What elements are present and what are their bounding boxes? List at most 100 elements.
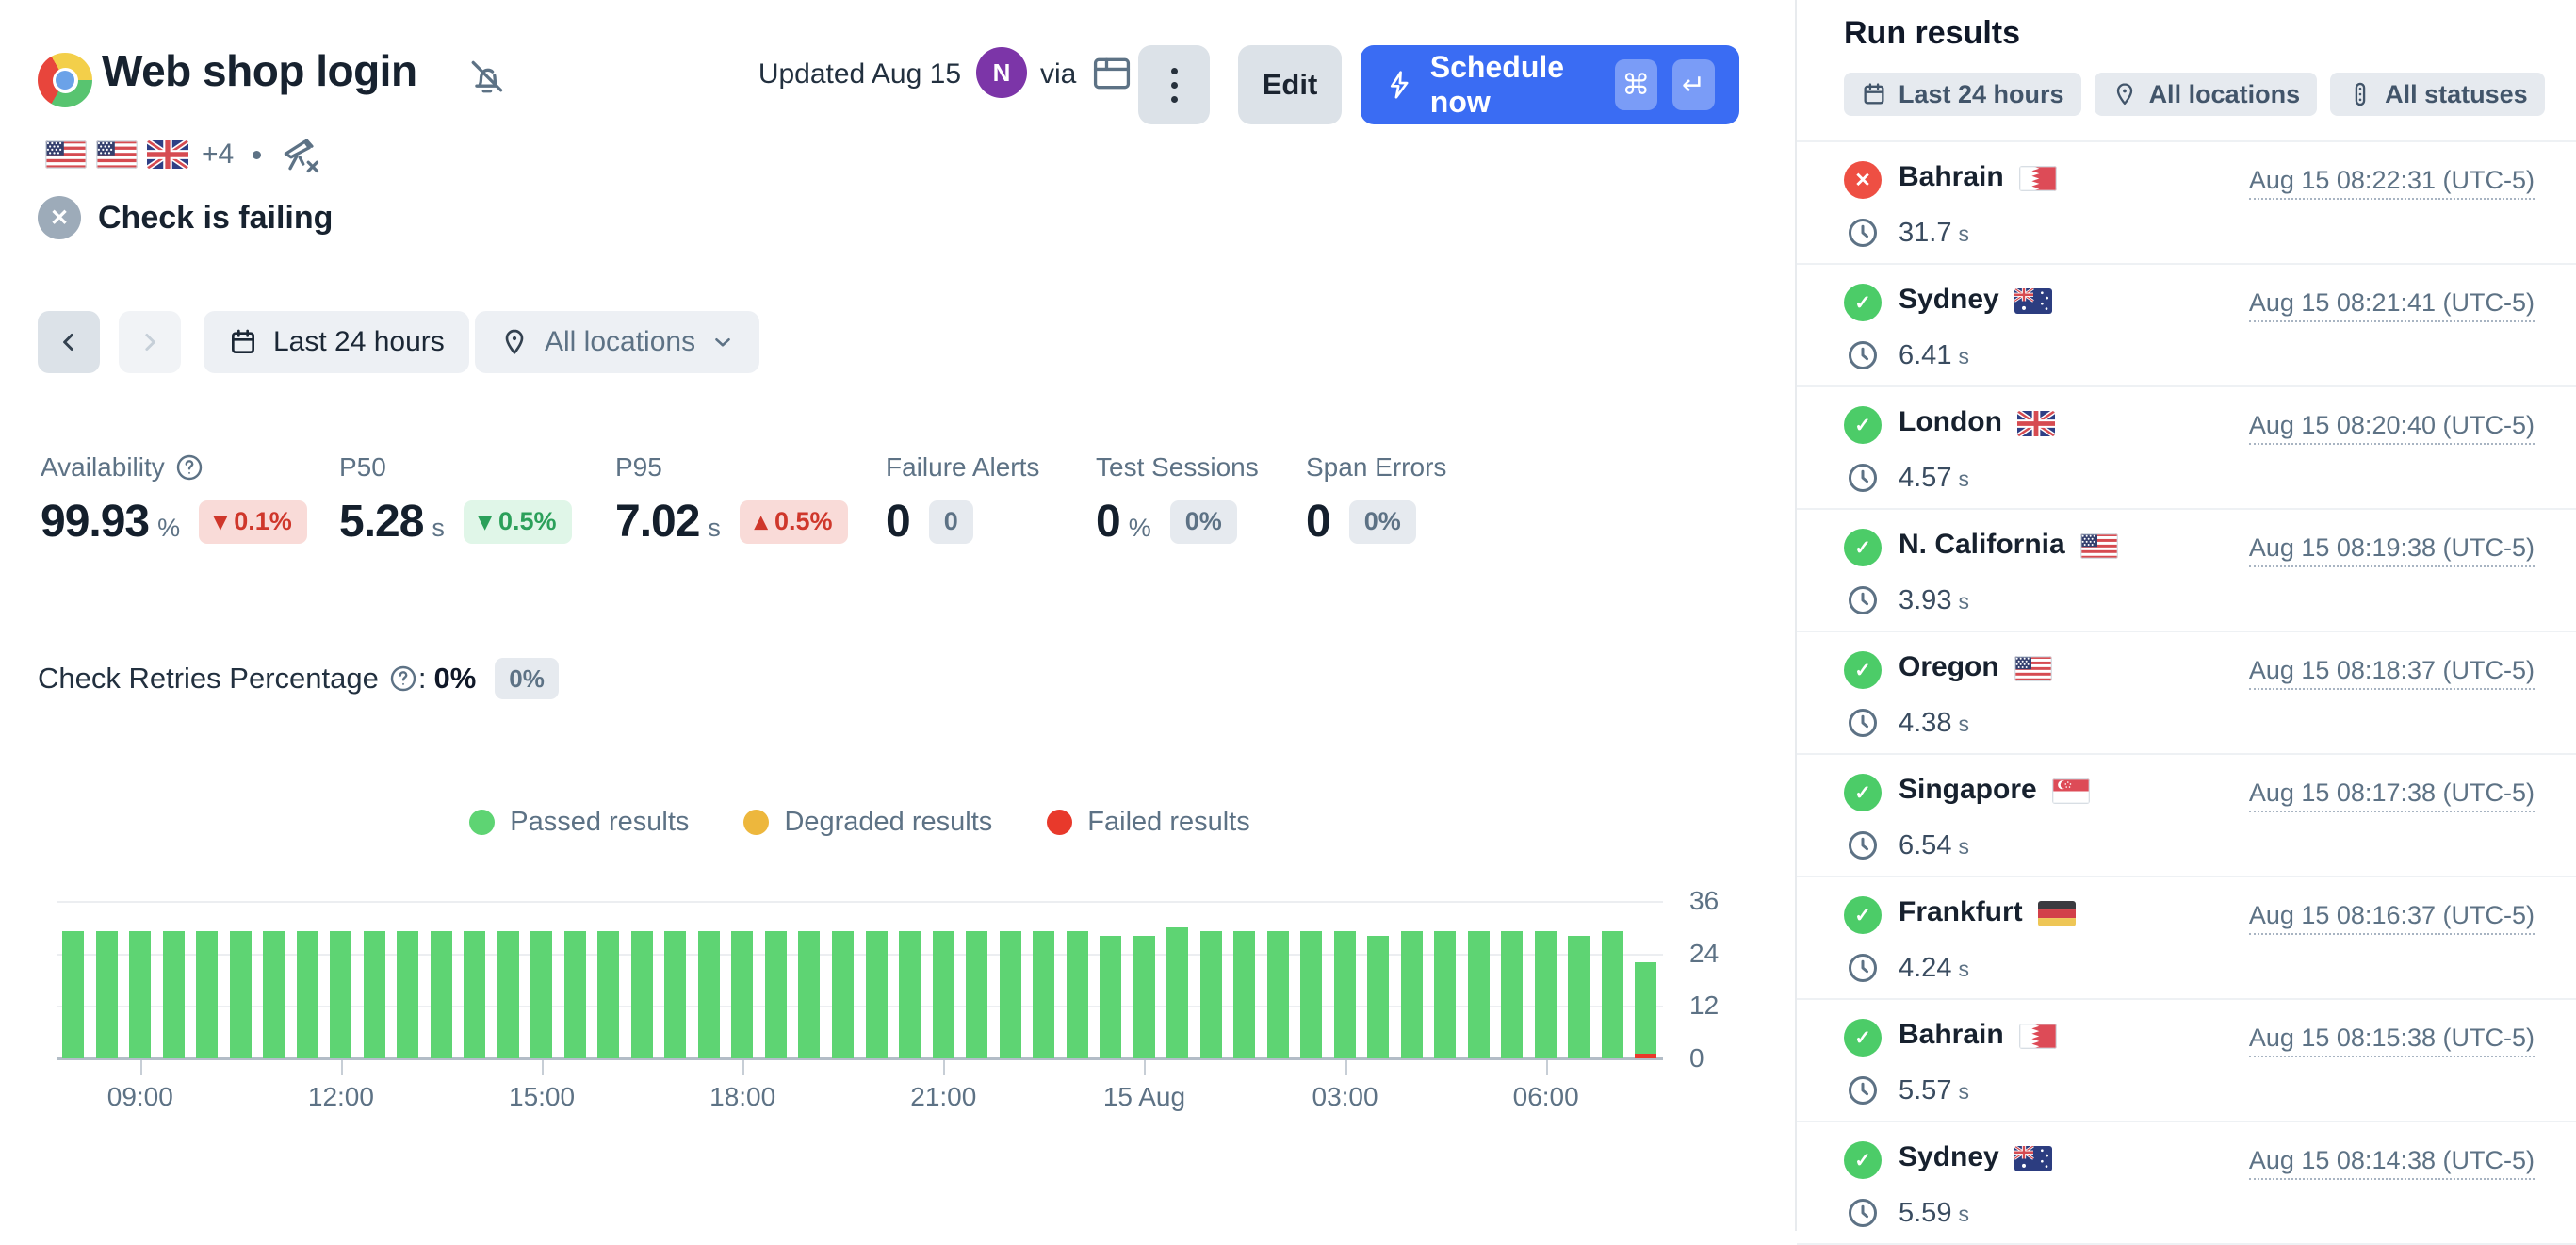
check-retries-label: Check Retries Percentage <box>38 662 379 695</box>
result-bar[interactable] <box>1300 931 1323 1058</box>
result-bar[interactable] <box>397 931 419 1058</box>
result-bar[interactable] <box>296 931 318 1058</box>
result-bar[interactable] <box>865 931 888 1058</box>
run-result-row[interactable]: ✕ Bahrain Aug 15 08:22:31 (UTC-5) 31.7 s <box>1797 142 2576 265</box>
run-duration-value: 4.38 <box>1899 708 1952 738</box>
schedule-now-button[interactable]: Schedule now ⌘ ↵ <box>1361 45 1739 124</box>
result-bar[interactable] <box>697 931 720 1058</box>
run-timestamp-link[interactable]: Aug 15 08:14:38 (UTC-5) <box>2248 1146 2535 1180</box>
result-bar[interactable] <box>966 931 988 1058</box>
x-axis-tick <box>340 1060 343 1075</box>
result-bar[interactable] <box>731 931 754 1058</box>
run-timestamp-link[interactable]: Aug 15 08:15:38 (UTC-5) <box>2248 1024 2535 1057</box>
run-timestamp-link[interactable]: Aug 15 08:18:37 (UTC-5) <box>2248 656 2535 690</box>
run-result-row[interactable]: ✓ Frankfurt Aug 15 08:16:37 (UTC-5) 4.24… <box>1797 877 2576 1000</box>
result-bar[interactable] <box>932 931 954 1058</box>
results-bar-chart: 0 12 24 36 09:00 12:00 15:00 18:00 21:00 15 Aug 03… <box>57 886 1719 1111</box>
legend-label: Failed results <box>1087 807 1250 837</box>
result-bar[interactable] <box>664 931 687 1058</box>
run-timestamp-link[interactable]: Aug 15 08:16:37 (UTC-5) <box>2248 901 2535 935</box>
result-bar[interactable] <box>1233 931 1256 1058</box>
result-bar[interactable] <box>999 931 1021 1058</box>
chrome-browser-icon <box>38 53 92 107</box>
run-result-row[interactable]: ✓ Oregon Aug 15 08:18:37 (UTC-5) 4.38 s <box>1797 632 2576 755</box>
result-bar[interactable] <box>430 931 452 1058</box>
legend-item[interactable]: Failed results <box>1047 807 1250 838</box>
filter-locations[interactable]: All locations <box>2094 73 2318 116</box>
result-bar[interactable] <box>1133 936 1155 1058</box>
result-bar[interactable] <box>530 931 553 1058</box>
status-failing-icon: ✕ <box>38 196 81 239</box>
result-bar[interactable] <box>1467 931 1490 1058</box>
run-result-row[interactable]: ✓ Singapore Aug 15 08:17:38 (UTC-5) 6.54… <box>1797 755 2576 877</box>
result-bar[interactable] <box>95 931 118 1058</box>
result-bar[interactable] <box>831 931 854 1058</box>
result-bar[interactable] <box>563 931 586 1058</box>
help-icon[interactable] <box>388 663 418 694</box>
result-bar[interactable] <box>129 931 152 1058</box>
run-timestamp-link[interactable]: Aug 15 08:20:40 (UTC-5) <box>2248 411 2535 445</box>
metric-label: Span Errors <box>1306 452 1447 482</box>
more-options-button[interactable] <box>1138 45 1210 124</box>
run-result-row[interactable]: ✓ Bahrain Aug 15 08:15:38 (UTC-5) 5.57 s <box>1797 1000 2576 1122</box>
legend-item[interactable]: Degraded results <box>743 807 992 838</box>
next-period-button[interactable] <box>119 311 181 373</box>
result-bar[interactable] <box>1635 961 1657 1058</box>
result-bar[interactable] <box>464 931 486 1058</box>
time-range-selector[interactable]: Last 24 hours <box>204 311 469 373</box>
result-bar[interactable] <box>1166 926 1189 1058</box>
result-bar[interactable] <box>363 931 385 1058</box>
previous-period-button[interactable] <box>38 311 100 373</box>
result-bar[interactable] <box>899 931 921 1058</box>
clock-icon <box>1849 1199 1877 1227</box>
run-timestamp-link[interactable]: Aug 15 08:22:31 (UTC-5) <box>2248 166 2535 200</box>
clock-icon <box>1849 954 1877 982</box>
result-bar[interactable] <box>1434 931 1457 1058</box>
result-bar[interactable] <box>1534 931 1557 1058</box>
result-bar[interactable] <box>1033 931 1055 1058</box>
result-bar[interactable] <box>1066 931 1088 1058</box>
result-bar[interactable] <box>597 931 620 1058</box>
result-bar[interactable] <box>1400 931 1423 1058</box>
run-result-row[interactable]: ✓ N. California Aug 15 08:19:38 (UTC-5) … <box>1797 510 2576 632</box>
result-bar[interactable] <box>330 931 352 1058</box>
run-duration-unit: s <box>1958 712 1969 736</box>
locations-selector[interactable]: All locations <box>475 311 760 373</box>
result-bar[interactable] <box>229 931 252 1058</box>
run-duration: 4.24 s <box>1899 953 1969 984</box>
result-bar[interactable] <box>1266 931 1289 1058</box>
cmd-key-icon: ⌘ <box>1614 59 1657 110</box>
calendar-icon <box>232 329 254 353</box>
filter-statuses[interactable]: All statuses <box>2330 73 2545 116</box>
edit-button[interactable]: Edit <box>1238 45 1342 124</box>
result-bar[interactable] <box>1601 931 1623 1058</box>
result-bar[interactable] <box>764 931 787 1058</box>
run-timestamp-link[interactable]: Aug 15 08:21:41 (UTC-5) <box>2248 288 2535 322</box>
run-timestamp-link[interactable]: Aug 15 08:19:38 (UTC-5) <box>2248 533 2535 567</box>
result-bar[interactable] <box>1100 936 1122 1058</box>
run-timestamp-link[interactable]: Aug 15 08:17:38 (UTC-5) <box>2248 778 2535 812</box>
clock-icon <box>1849 1076 1877 1105</box>
result-bar[interactable] <box>1367 936 1390 1058</box>
time-range-label: Last 24 hours <box>273 326 445 357</box>
help-icon[interactable] <box>174 452 204 483</box>
result-bar[interactable] <box>162 931 185 1058</box>
notifications-muted-icon[interactable] <box>465 57 507 98</box>
result-bar[interactable] <box>630 931 653 1058</box>
result-bar[interactable] <box>263 931 285 1058</box>
legend-item[interactable]: Passed results <box>469 807 689 838</box>
result-bar[interactable] <box>798 931 821 1058</box>
result-bar[interactable] <box>62 931 84 1058</box>
result-bar[interactable] <box>1568 936 1590 1058</box>
result-bar[interactable] <box>497 931 519 1058</box>
run-result-row[interactable]: ✓ London Aug 15 08:20:40 (UTC-5) 4.57 s <box>1797 387 2576 510</box>
result-bar[interactable] <box>196 931 219 1058</box>
run-result-row[interactable]: ✓ Sydney Aug 15 08:21:41 (UTC-5) 6.41 s <box>1797 265 2576 387</box>
result-bar[interactable] <box>1333 931 1356 1058</box>
x-axis-tick-label: 15:00 <box>509 1082 576 1111</box>
result-bar[interactable] <box>1199 931 1222 1058</box>
y-axis-tick-label: 0 <box>1689 1043 1704 1073</box>
filter-time-range[interactable]: Last 24 hours <box>1844 73 2081 116</box>
result-bar[interactable] <box>1501 931 1524 1058</box>
run-result-row[interactable]: ✓ Sydney Aug 15 08:14:38 (UTC-5) 5.59 s <box>1797 1122 2576 1245</box>
